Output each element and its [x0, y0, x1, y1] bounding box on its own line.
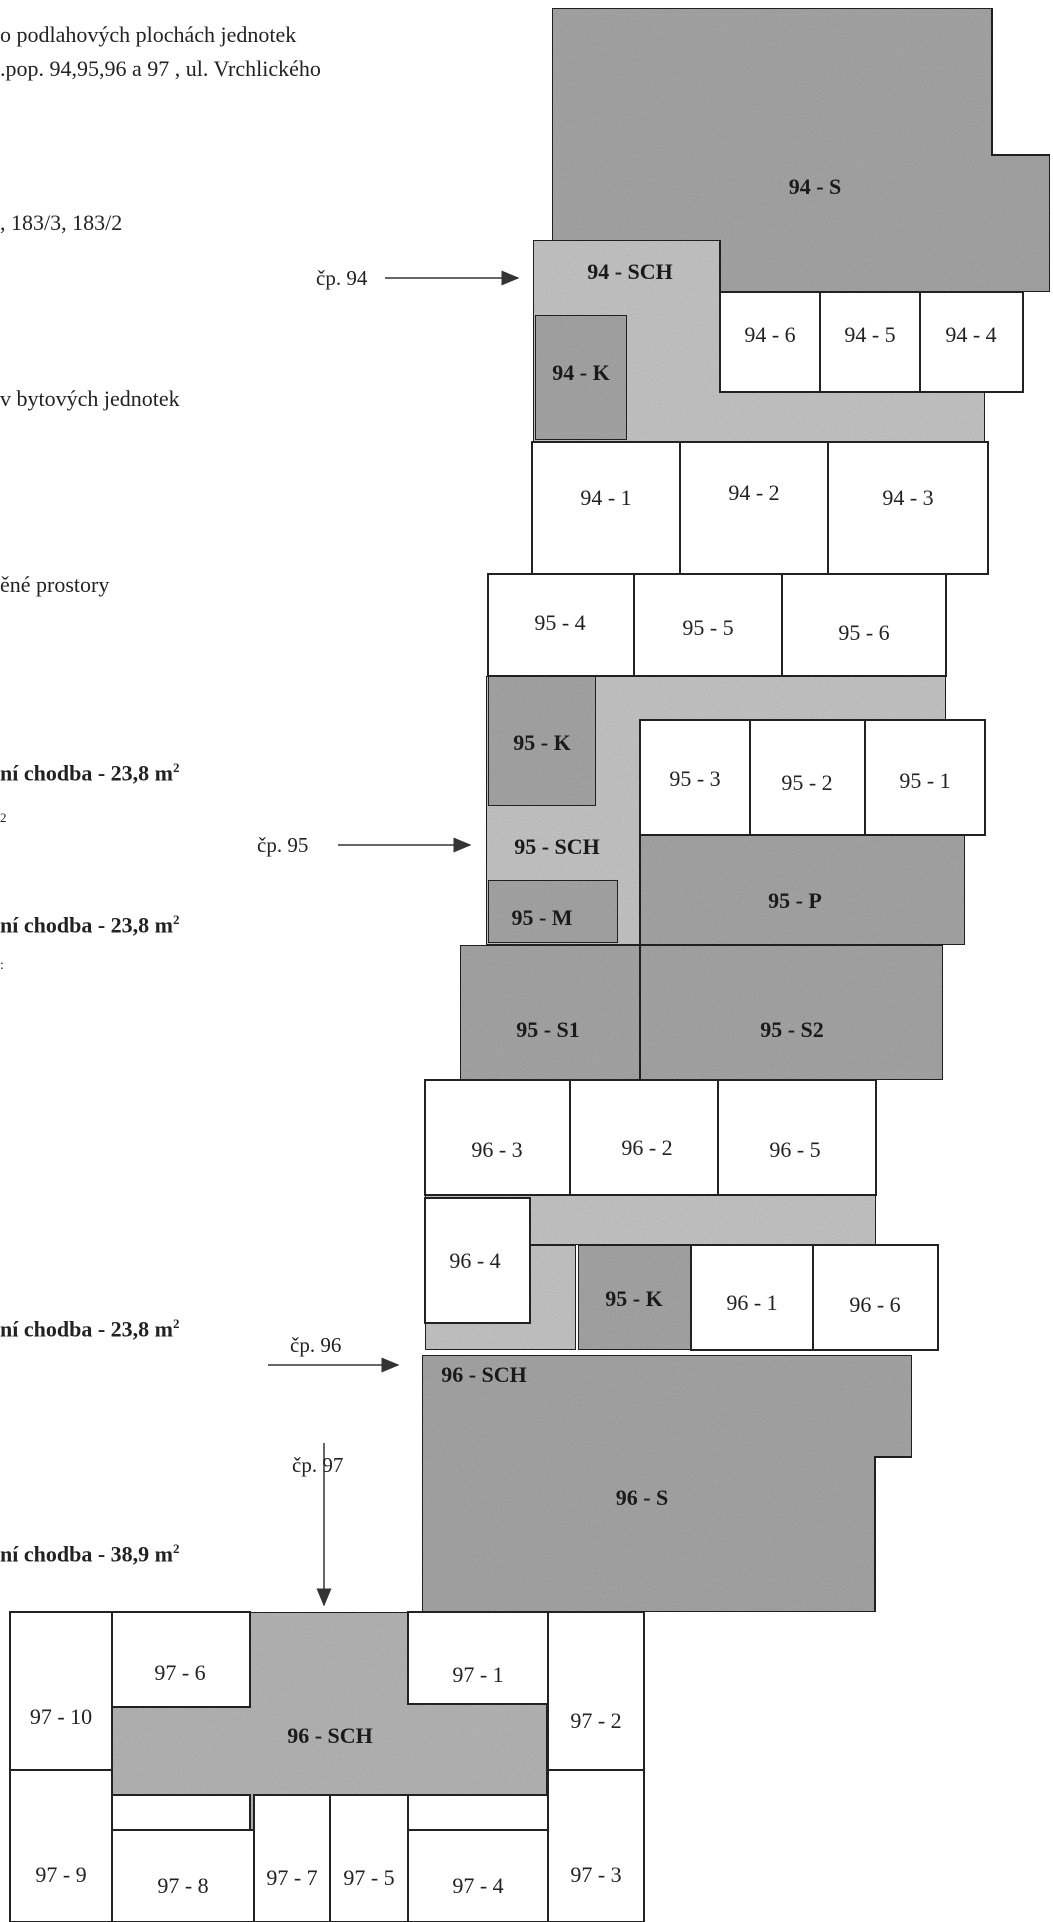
unit-97-1: [407, 1611, 549, 1705]
label-97-SCH: 96 - SCH: [287, 1723, 373, 1748]
label-95-S1: 95 - S1: [516, 1017, 580, 1042]
units-line: v bytových jednotek: [0, 386, 180, 411]
label-97-8: 97 - 8: [157, 1873, 208, 1898]
label-95-SCH: 95 - SCH: [514, 834, 600, 859]
unit-94-6: [719, 291, 821, 393]
label-96-2: 96 - 2: [621, 1135, 672, 1160]
unit-94-3: [827, 441, 989, 575]
header-line-1: o podlahových plochách jednotek: [0, 22, 297, 47]
unit-96-6: [812, 1244, 939, 1351]
unit-97-6: [111, 1611, 251, 1708]
unit-96-4: [424, 1197, 531, 1324]
corridor-area-4: ní chodba - 38,9 m2: [0, 1541, 180, 1567]
label-95-1: 95 - 1: [899, 768, 950, 793]
label-97-5: 97 - 5: [343, 1865, 394, 1890]
unit-97-7: [253, 1794, 331, 1922]
arrow-cp96-label: čp. 96: [290, 1333, 341, 1357]
unit-95-S2: [639, 944, 944, 1081]
fragment-2: :: [0, 958, 4, 973]
label-95-K: 95 - K: [513, 730, 570, 755]
label-97-10: 97 - 10: [30, 1704, 92, 1729]
arrow-cp94-label: čp. 94: [316, 266, 368, 290]
label-97-7: 97 - 7: [266, 1865, 317, 1890]
label-94-1: 94 - 1: [580, 485, 631, 510]
unit-95-4: [487, 573, 635, 677]
corridor-area-2: ní chodba - 23,8 m2: [0, 912, 180, 938]
label-94-2: 94 - 2: [728, 480, 779, 505]
label-96-S: 96 - S: [616, 1485, 669, 1510]
label-97-9: 97 - 9: [35, 1862, 86, 1887]
label-94-3: 94 - 3: [882, 485, 933, 510]
unit-97-2: [547, 1611, 645, 1771]
arrow-cp97: čp. 97: [292, 1443, 343, 1607]
label-94-4: 94 - 4: [945, 322, 996, 347]
label-95-2: 95 - 2: [781, 770, 832, 795]
unit-95-P: [639, 834, 966, 946]
unit-94-K: [534, 314, 628, 441]
label-96-3: 96 - 3: [471, 1137, 522, 1162]
label-94-K: 94 - K: [552, 360, 609, 385]
arrow-cp97-label: čp. 97: [292, 1453, 343, 1477]
unit-95-6: [781, 573, 947, 677]
unit-95-S1: [459, 944, 641, 1081]
unit-95-M: [487, 879, 619, 944]
arrow-cp95: čp. 95: [257, 833, 472, 857]
arrow-cp94: čp. 94: [316, 266, 520, 290]
label-94-6: 94 - 6: [744, 322, 795, 347]
fragment-1: 2: [0, 810, 7, 825]
corridor-area-3: ní chodba - 23,8 m2: [0, 1316, 180, 1342]
unit-97-4: [407, 1829, 549, 1922]
header-line-2: .pop. 94,95,96 a 97 , ul. Vrchlického: [0, 56, 321, 81]
unit-97-10: [9, 1611, 113, 1771]
unit-94-4: [919, 291, 1024, 393]
parcel-numbers: , 183/3, 183/2: [0, 210, 123, 235]
label-97-6: 97 - 6: [154, 1660, 205, 1685]
unit-95-K: [487, 675, 597, 807]
label-95-6: 95 - 6: [838, 620, 889, 645]
label-96-4: 96 - 4: [449, 1248, 500, 1273]
arrow-cp96: čp. 96: [268, 1333, 400, 1373]
label-94-SCH: 94 - SCH: [587, 259, 673, 284]
label-97-2: 97 - 2: [570, 1708, 621, 1733]
unit-96-1: [690, 1244, 814, 1351]
unit-97-9: [9, 1769, 113, 1922]
unit-97-5: [329, 1794, 409, 1922]
unit-96-2: [569, 1079, 719, 1196]
unit-95-5: [633, 573, 783, 677]
corridor-area-1: ní chodba - 23,8 m2: [0, 760, 180, 786]
label-96-6: 96 - 6: [849, 1292, 900, 1317]
unit-94-2: [679, 441, 829, 575]
label-94-5: 94 - 5: [844, 322, 895, 347]
label-95-S2: 95 - S2: [760, 1017, 824, 1042]
label-95-5: 95 - 5: [682, 615, 733, 640]
label-94-S: 94 - S: [789, 174, 842, 199]
unit-97-3: [547, 1769, 645, 1922]
label-95-P: 95 - P: [768, 888, 822, 913]
label-96-SCH: 96 - SCH: [441, 1362, 527, 1387]
unit-95-K-in-96: [577, 1244, 692, 1351]
label-97-3: 97 - 3: [570, 1862, 621, 1887]
label-97-1: 97 - 1: [452, 1662, 503, 1687]
unit-96-S: [421, 1354, 913, 1613]
label-96-5: 96 - 5: [769, 1137, 820, 1162]
unit-95-2: [749, 719, 866, 836]
unit-95-1: [864, 719, 986, 836]
unit-96-5: [717, 1079, 877, 1196]
unit-96-3: [424, 1079, 571, 1196]
label-97-4: 97 - 4: [452, 1873, 503, 1898]
unit-95-3: [639, 719, 751, 836]
spaces-line: ěné prostory: [0, 572, 110, 597]
label-95-M: 95 - M: [511, 905, 572, 930]
label-95-3: 95 - 3: [669, 766, 720, 791]
label-96-1: 96 - 1: [726, 1290, 777, 1315]
unit-94-5: [819, 291, 921, 393]
label-96-K: 95 - K: [605, 1286, 662, 1311]
unit-94-1: [531, 441, 681, 575]
label-95-4: 95 - 4: [534, 610, 585, 635]
arrow-cp95-label: čp. 95: [257, 833, 308, 857]
